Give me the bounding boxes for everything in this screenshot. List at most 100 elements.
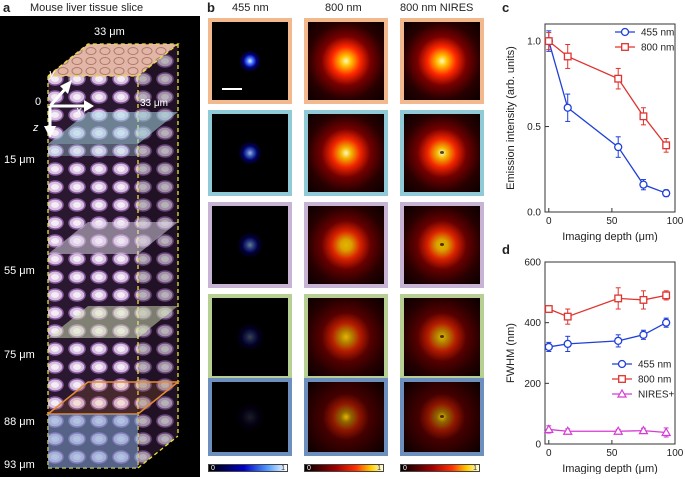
panel-letter-a: a <box>3 0 11 15</box>
axis-x-label: x <box>76 105 82 117</box>
depth-label-88: 88 μm <box>4 416 35 428</box>
series-line-455-nm <box>548 40 667 194</box>
colorbar-800-min: 0 <box>307 465 311 472</box>
column-header-800: 800 nm <box>325 2 362 14</box>
image-tile-r5-c1 <box>208 378 292 456</box>
y-tick-label: 600 <box>524 258 541 269</box>
axis-z-label: z <box>33 122 39 134</box>
top-width-label: 33 μm <box>94 26 125 38</box>
data-point <box>614 74 623 83</box>
data-point <box>563 312 572 321</box>
data-point <box>662 318 671 327</box>
image-tile-r5-c3 <box>400 378 484 456</box>
plot-frame <box>544 23 676 213</box>
x-tick-label: 50 <box>606 448 618 459</box>
data-point <box>563 339 572 349</box>
x-axis-label: Imaging depth (μm) <box>562 231 658 242</box>
colorbar-hot-nires: 0 1 <box>400 464 480 472</box>
colorbar-800-max: 1 <box>377 465 381 472</box>
image-tile-r1-c2 <box>304 18 388 104</box>
legend-label: 800 nm <box>638 375 671 386</box>
data-point <box>639 295 648 304</box>
image-tile-r1-c3 <box>400 18 484 104</box>
chart-emission-intensity: 0 50 100 0.0 0.5 1.0 Imaging depth (μm) Emissio… <box>500 10 685 247</box>
origin-label: 0 <box>35 96 42 108</box>
image-tile-r3-c1 <box>208 202 292 288</box>
legend-marker <box>621 43 629 51</box>
plot-frame <box>544 261 676 445</box>
data-point <box>543 424 554 434</box>
nires-center-dot <box>440 243 444 246</box>
colorbar-nires-max: 1 <box>473 465 477 472</box>
data-point <box>661 427 672 437</box>
axis-y-label: y <box>49 68 55 80</box>
x-tick-label: 0 <box>546 216 552 227</box>
y-tick-label: 0.5 <box>527 122 541 133</box>
depth-label-55: 55 μm <box>4 265 35 277</box>
colorbar-hot-800: 0 1 <box>304 464 384 472</box>
data-point <box>662 141 671 150</box>
data-point <box>639 180 648 189</box>
data-point <box>544 305 553 313</box>
column-header-455: 455 nm <box>232 2 269 14</box>
column-header-800-nires: 800 nm NIRES <box>400 2 474 14</box>
image-tile-r2-c2 <box>304 110 388 196</box>
x-tick-label: 50 <box>606 216 618 227</box>
y-tick-label: 0.0 <box>527 208 541 219</box>
data-point <box>563 103 572 112</box>
y-tick-label: 400 <box>524 318 541 329</box>
image-tile-r1-c1 <box>208 18 292 104</box>
tissue-block-illustration <box>44 43 181 469</box>
data-point <box>562 426 573 435</box>
data-point <box>613 426 624 435</box>
image-tile-r4-c1 <box>208 294 292 380</box>
data-point <box>662 189 671 198</box>
depth-label-15: 15 μm <box>4 154 35 166</box>
liver-tissue-3d-render: 33 μm 33 μm y x z 0 15 μm 55 μm 75 μm 88… <box>0 16 200 477</box>
panel-letter-d: d <box>502 242 510 257</box>
y-tick-label: 200 <box>524 379 541 390</box>
legend-marker <box>620 27 630 37</box>
colorbar-blue-min: 0 <box>211 465 215 472</box>
chart-fwhm: 0 50 100 0 200 400 600 Imaging depth (μm) FWHM (… <box>500 252 685 479</box>
image-tile-r5-c2 <box>304 378 388 456</box>
nires-center-dot <box>440 415 444 418</box>
legend-marker <box>618 375 626 383</box>
data-point <box>662 291 671 300</box>
nires-center-dot <box>440 335 444 338</box>
data-point <box>544 342 553 352</box>
data-point <box>614 336 623 346</box>
data-point <box>614 294 623 303</box>
x-tick-label: 100 <box>667 448 684 459</box>
data-point <box>544 37 553 46</box>
legend-label: 455 nm <box>638 360 671 371</box>
depth-label-93: 93 μm <box>4 459 35 471</box>
colorbar-blue: 0 1 <box>208 464 288 472</box>
colorbar-blue-max: 1 <box>281 465 285 472</box>
legend-label: NIRES+ <box>638 390 675 401</box>
image-tile-r4-c3 <box>400 294 484 380</box>
data-point <box>639 112 648 121</box>
depth-label-75: 75 μm <box>4 349 35 361</box>
image-tile-r2-c3 <box>400 110 484 196</box>
image-tile-r2-c1 <box>208 110 292 196</box>
legend-label: 455 nm <box>641 28 674 39</box>
side-width-label: 33 μm <box>140 98 168 109</box>
legend-label: 800 nm <box>641 43 674 54</box>
legend-marker <box>616 388 628 398</box>
panel-letter-b: b <box>207 0 215 15</box>
y-tick-label: 0 <box>535 440 541 451</box>
image-tile-r3-c3 <box>400 202 484 288</box>
x-tick-label: 0 <box>546 448 552 459</box>
y-axis-label: Emission intensity (arb. units) <box>505 46 517 190</box>
data-point <box>639 330 648 339</box>
data-point <box>563 52 572 61</box>
x-axis-label: Imaging depth (μm) <box>562 463 658 474</box>
panel-a-title: Mouse liver tissue slice <box>30 2 144 14</box>
data-point <box>614 142 623 152</box>
panel-letter-c: c <box>502 0 510 15</box>
scale-bar <box>222 88 242 90</box>
image-tile-r3-c2 <box>304 202 388 288</box>
y-axis-label: FWHM (nm) <box>505 323 517 383</box>
x-tick-label: 100 <box>667 216 684 227</box>
